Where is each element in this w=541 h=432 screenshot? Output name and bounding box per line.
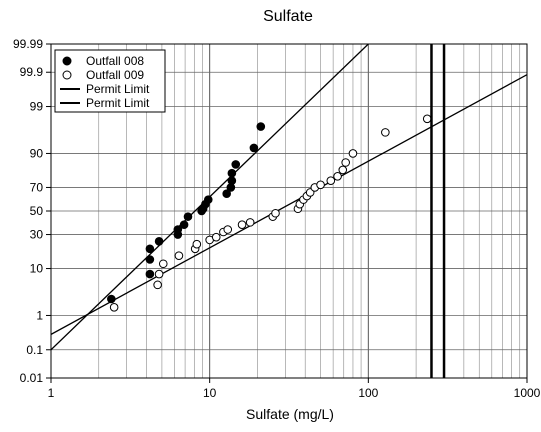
legend-entry-label: Outfall 008 <box>86 54 144 68</box>
data-point-outfall-008 <box>222 189 231 198</box>
data-point-outfall-009 <box>245 218 255 227</box>
data-point-outfall-008 <box>231 160 241 169</box>
x-tick-label: 100 <box>358 386 378 400</box>
y-tick-label: 10 <box>30 262 44 276</box>
legend-marker-outfall-008 <box>62 56 72 66</box>
y-tick-label: 90 <box>30 146 44 160</box>
data-point-outfall-009 <box>271 208 280 218</box>
series-group <box>51 44 527 378</box>
y-tick-label: 50 <box>30 204 44 218</box>
y-tick-label: 1 <box>36 308 43 322</box>
data-point-outfall-008 <box>145 255 155 264</box>
y-tick-label: 0.1 <box>26 343 43 357</box>
data-point-outfall-009 <box>348 149 358 158</box>
chart-title: Sulfate <box>263 8 313 25</box>
data-point-outfall-008 <box>145 269 155 279</box>
data-point-outfall-009 <box>333 172 342 181</box>
legend-entry-label: Outfall 009 <box>86 68 144 82</box>
y-tick-label: 99 <box>30 100 44 114</box>
data-point-outfall-008 <box>227 176 237 186</box>
data-point-outfall-009 <box>154 269 164 279</box>
data-point-outfall-008 <box>173 225 183 234</box>
data-point-outfall-009 <box>174 251 184 260</box>
fit-line <box>51 74 527 335</box>
y-tick-label: 0.01 <box>20 371 44 385</box>
data-point-outfall-009 <box>326 176 336 186</box>
y-tick-label: 99.99 <box>13 37 43 51</box>
data-point-outfall-008 <box>203 195 213 204</box>
data-point-outfall-009 <box>381 128 390 137</box>
data-point-outfall-008 <box>179 220 189 230</box>
data-point-outfall-009 <box>422 114 432 124</box>
data-point-outfall-009 <box>211 232 221 242</box>
legend-entry-label: Permit Limit <box>86 82 150 96</box>
axis-ticks: 1 10 100 1000 0.01 0.1 1 10 30 50 70 90 99 99.9 99.99 <box>13 37 541 400</box>
legend-box <box>54 49 166 113</box>
y-tick-label: 99.9 <box>20 65 44 79</box>
x-tick-label: 1 <box>48 386 55 400</box>
data-point-outfall-008 <box>154 236 164 246</box>
y-tick-label: 70 <box>30 180 44 194</box>
data-point-outfall-008 <box>183 212 193 221</box>
data-point-outfall-009 <box>158 259 168 269</box>
data-point-outfall-008 <box>256 122 266 131</box>
data-point-outfall-009 <box>338 165 348 175</box>
legend-entry-label: Permit Limit <box>86 96 150 110</box>
data-point-outfall-009 <box>192 239 202 249</box>
data-point-outfall-009 <box>153 280 162 290</box>
data-point-outfall-009 <box>316 180 325 190</box>
x-tick-label: 10 <box>203 386 217 400</box>
x-axis-label: Sulfate (mg/L) <box>246 406 334 422</box>
plot-area <box>51 44 527 378</box>
data-point-outfall-008 <box>227 168 237 178</box>
data-point-outfall-008 <box>249 143 259 153</box>
y-tick-label: 30 <box>30 228 44 242</box>
legend-marker-outfall-009 <box>62 70 72 80</box>
data-point-outfall-009 <box>237 220 247 230</box>
data-point-outfall-009 <box>223 225 233 234</box>
data-point-outfall-009 <box>109 302 119 312</box>
data-point-outfall-009 <box>341 158 350 167</box>
x-tick-label: 1000 <box>514 386 541 400</box>
data-point-outfall-008 <box>145 244 155 254</box>
